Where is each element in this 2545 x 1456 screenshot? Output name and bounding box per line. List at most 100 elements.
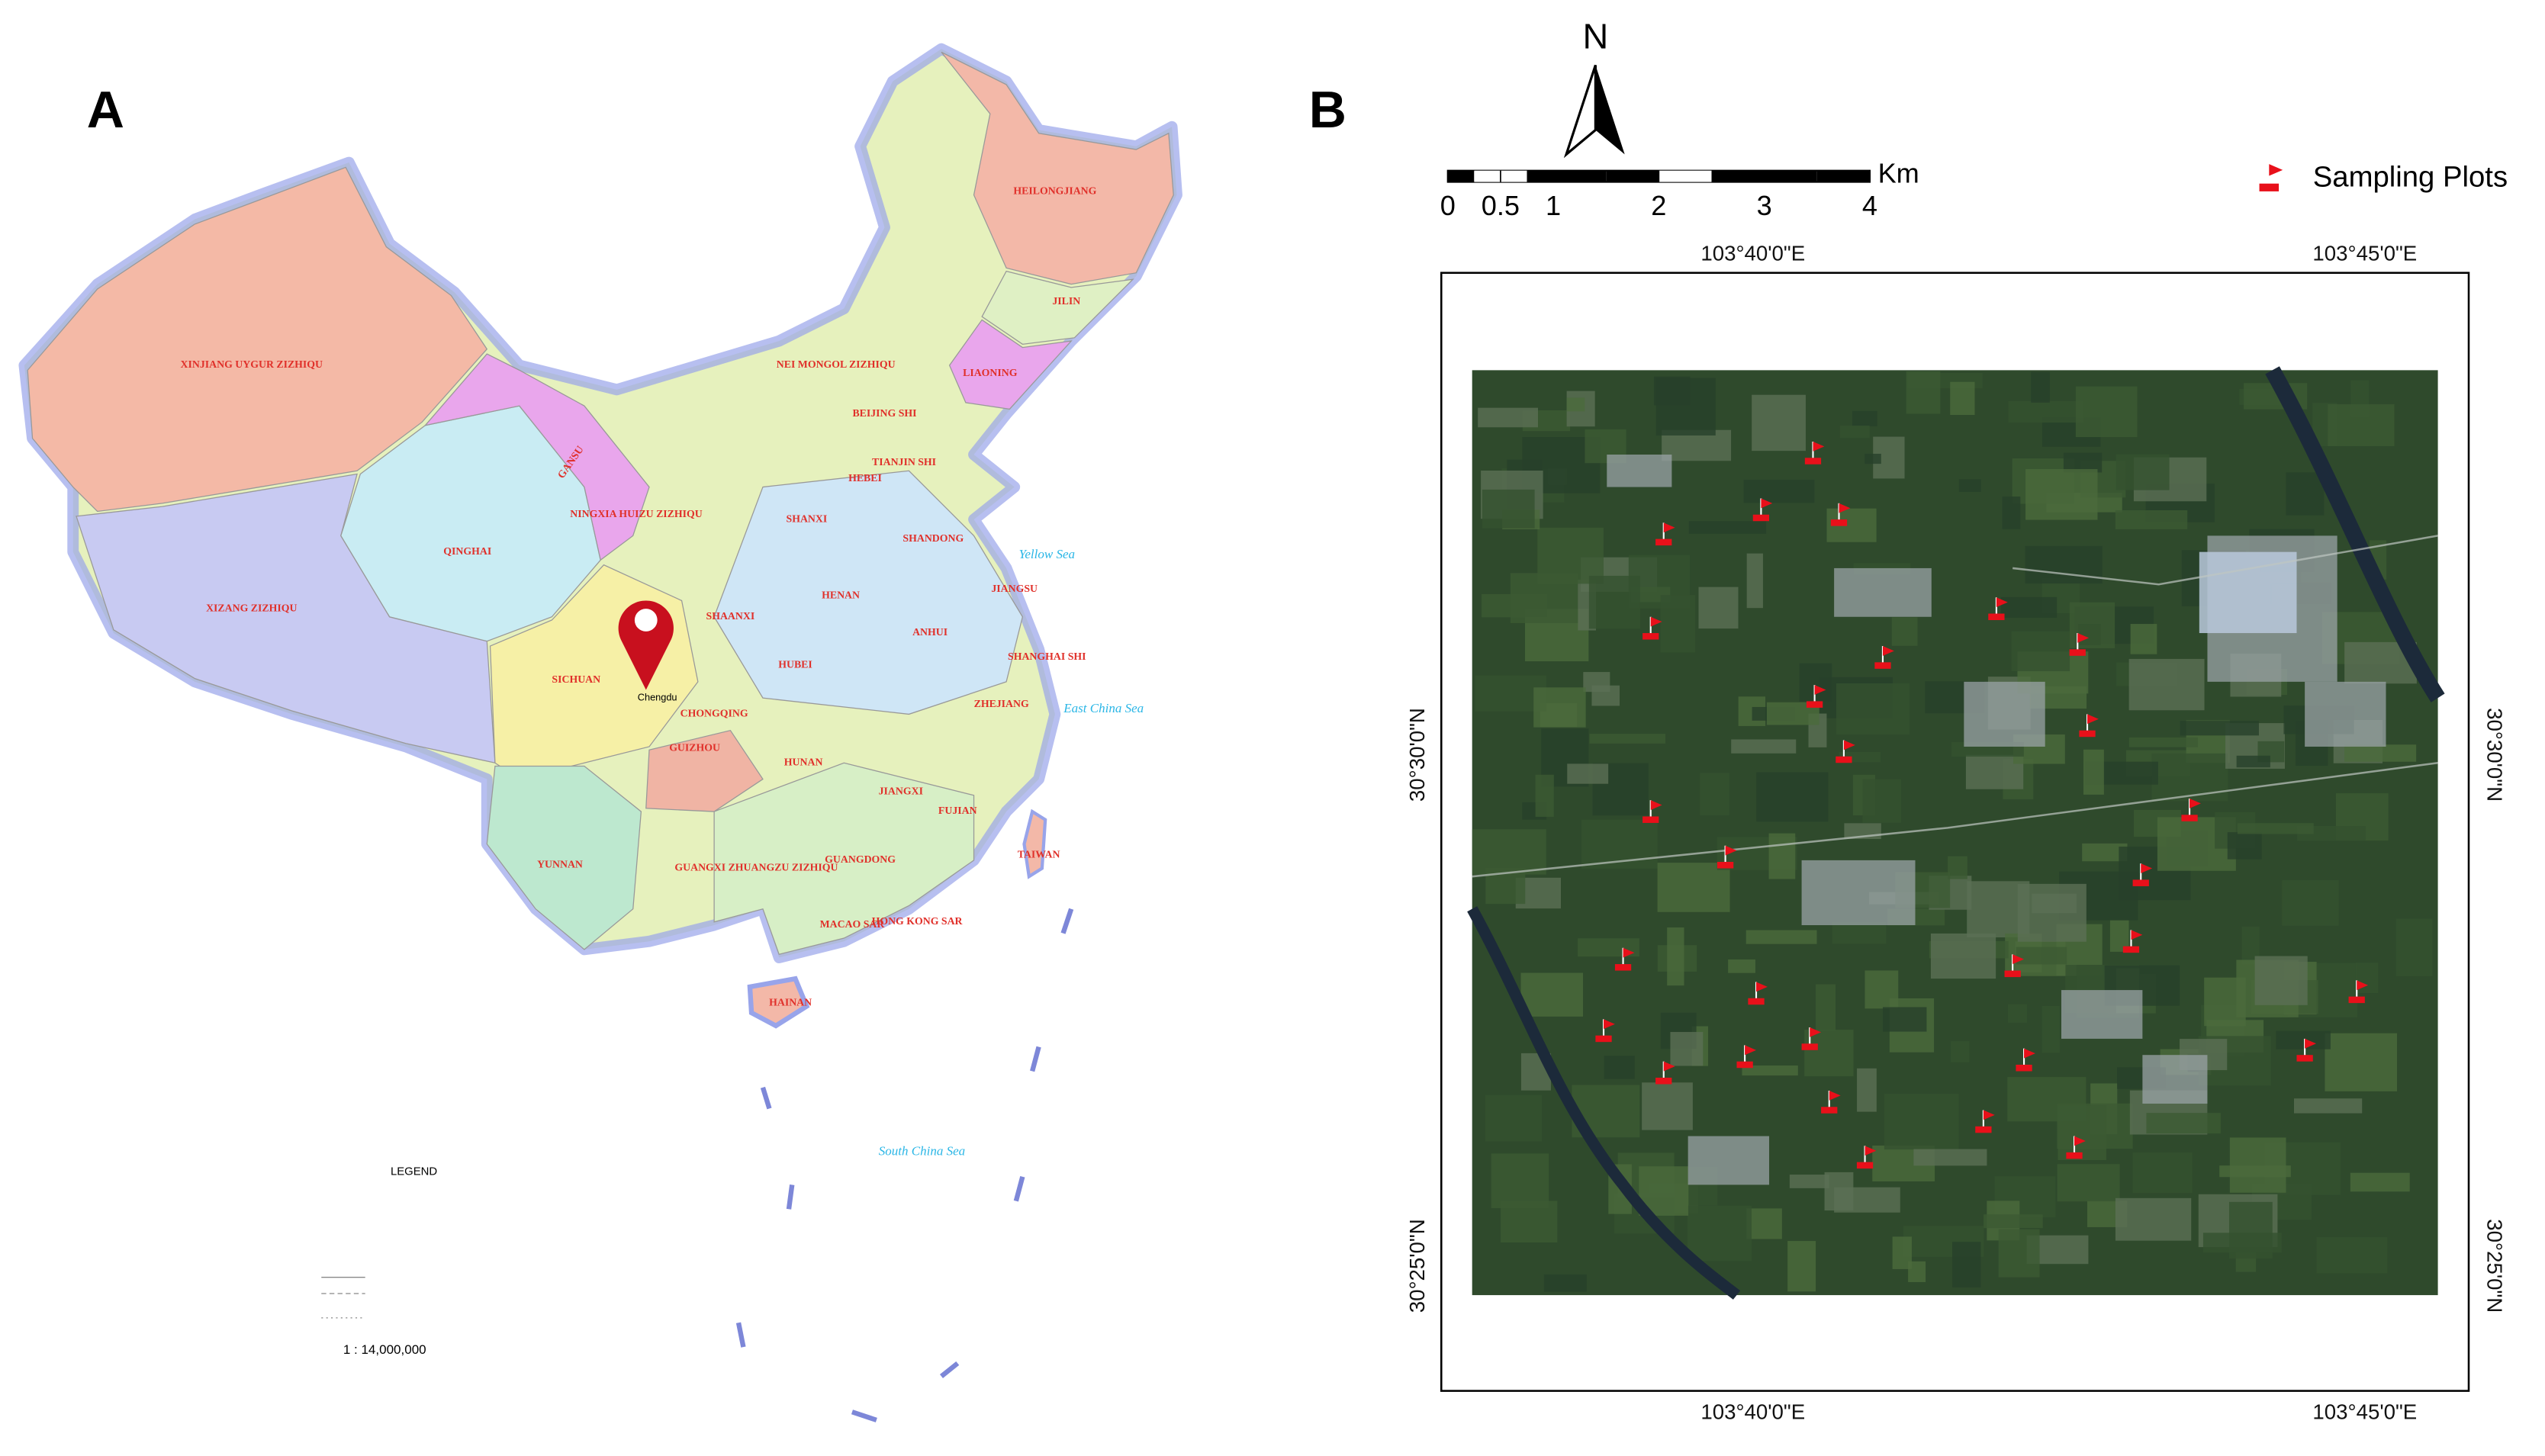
province-label: SHANXI: [787, 513, 828, 524]
scale-unit: Km: [1878, 158, 1919, 189]
field-patch: [2328, 404, 2395, 447]
field-patch: [2016, 947, 2067, 965]
flag-base: [1655, 1077, 1672, 1085]
field-patch: [2276, 1030, 2331, 1049]
flag-cloth: [1650, 800, 1662, 810]
scale-bar-segment: [1711, 170, 1765, 182]
flag-base: [1748, 998, 1765, 1005]
field-patch: [2115, 1197, 2192, 1241]
province-label: SICHUAN: [552, 673, 600, 685]
field-patch: [2236, 755, 2270, 768]
field-patch: [2202, 1233, 2282, 1253]
field-patch: [1839, 425, 1870, 439]
field-patch: [2395, 918, 2433, 977]
flag-base: [2132, 879, 2149, 886]
field-patch: [2057, 1164, 2120, 1202]
flag-cloth: [2305, 1038, 2317, 1049]
panel-label: A: [87, 81, 124, 139]
field-patch: [2227, 832, 2262, 860]
dash: [760, 1086, 772, 1110]
region-xinjiang: [27, 166, 488, 513]
field-patch: [1478, 407, 1539, 428]
field-patch: [1588, 575, 1640, 629]
field-patch: [1537, 527, 1604, 584]
field-patch: [2115, 454, 2170, 490]
flag-base: [1643, 816, 1659, 823]
field-patch: [1485, 1094, 1543, 1142]
field-patch: [1958, 479, 1981, 492]
field-patch: [1824, 1172, 1854, 1211]
field-patch: [1731, 739, 1797, 754]
field-patch: [2017, 883, 2087, 942]
field-patch: [1884, 1094, 1959, 1150]
dash: [786, 1184, 795, 1210]
scale-tick-label: 0.5: [1482, 190, 1520, 221]
river: [1467, 906, 1741, 1300]
sampling-plot: [1717, 845, 1737, 869]
flag-cloth: [2087, 714, 2099, 725]
flag-cloth: [2189, 799, 2201, 808]
field-patch: [1688, 521, 1767, 534]
flag-base: [1643, 633, 1659, 640]
flag-cloth: [2013, 954, 2025, 965]
field-patch: [1865, 453, 1881, 464]
urban-area: [1801, 860, 1916, 925]
province-label: YUNNAN: [537, 858, 583, 869]
region-jilin: [981, 270, 1134, 345]
flag-base: [2069, 649, 2086, 656]
field-patch: [1589, 734, 1666, 744]
sampling-plot: [1595, 1019, 1615, 1043]
flag-cloth: [1829, 1091, 1841, 1101]
field-patch: [1930, 933, 1996, 979]
province-label: JIANGXI: [879, 786, 923, 797]
north-arrow-right: [1595, 65, 1625, 155]
field-patch: [1998, 1229, 2040, 1278]
flag-cloth: [1839, 503, 1851, 513]
panel-label: B: [1309, 81, 1347, 139]
flag-base: [2348, 996, 2365, 1004]
flag-base: [1717, 862, 1734, 869]
flag-base: [1804, 458, 1822, 464]
flag-base: [1874, 662, 1891, 669]
flag-cloth: [1604, 1019, 1615, 1030]
field-patch: [2237, 823, 2314, 834]
sea-label: East China Sea: [1063, 701, 1144, 715]
field-patch: [1950, 381, 1975, 416]
flag-base: [2259, 183, 2280, 191]
scale-bar-segment: [1500, 170, 1527, 182]
road: [1472, 761, 2438, 878]
field-patch: [2025, 545, 2103, 584]
road: [2013, 535, 2438, 586]
field-patch: [2128, 737, 2199, 747]
urban-area: [1964, 681, 2045, 747]
sampling-plot: [2069, 633, 2090, 656]
field-patch: [1882, 1007, 1927, 1032]
lat-label: 30°30'0"N: [1405, 708, 1429, 802]
sampling-plot: [1655, 522, 1675, 546]
sampling-plot: [1874, 646, 1894, 669]
china-map: [18, 43, 1182, 1422]
flag-cloth: [1882, 646, 1894, 656]
scale-tick-label: 1: [1546, 190, 1561, 221]
sampling-plot: [2016, 1048, 2035, 1072]
region-liaoning: [948, 319, 1073, 410]
hainan: [747, 975, 810, 1029]
flag-cloth: [2269, 164, 2283, 176]
lat-label: 30°25'0"N: [2483, 1219, 2507, 1313]
field-patch: [1743, 480, 1815, 503]
province-label: BEIJING SHI: [852, 407, 916, 419]
nine-dash-line: [735, 908, 1074, 1422]
field-patch: [2115, 509, 2188, 529]
lat-label: 30°30'0"N: [2483, 708, 2507, 802]
urban-area: [1834, 567, 1932, 617]
urban-area: [2142, 1055, 2208, 1104]
lon-label: 103°45'0"E: [2312, 242, 2417, 265]
scale-tick-label: 2: [1651, 190, 1666, 221]
legend-flag: [2259, 164, 2283, 191]
pin-hole: [634, 609, 658, 632]
field-patch: [1892, 1236, 1912, 1269]
flag-base: [1830, 519, 1848, 526]
sampling-plot: [1830, 503, 1851, 526]
flag-base: [1801, 1043, 1818, 1050]
